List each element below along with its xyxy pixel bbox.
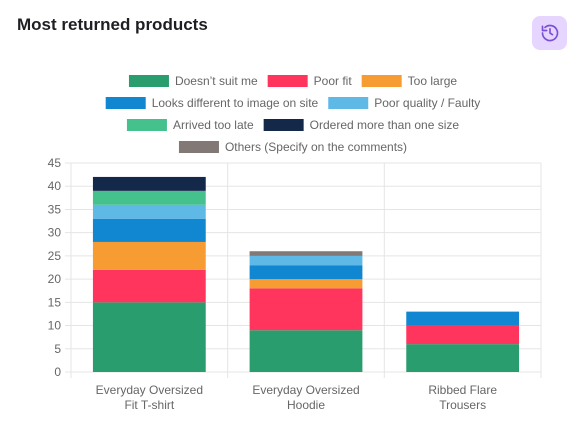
legend-label: Poor quality / Faulty <box>374 96 480 110</box>
legend-label: Ordered more than one size <box>310 118 460 132</box>
y-tick-label: 30 <box>48 226 62 240</box>
bar-segment[interactable] <box>92 176 206 191</box>
bar-segment[interactable] <box>406 311 520 326</box>
legend-label: Looks different to image on site <box>152 96 319 110</box>
legend-item[interactable]: Poor fit <box>267 74 353 88</box>
bar-segment[interactable] <box>92 302 206 372</box>
y-tick-label: 35 <box>48 202 62 216</box>
bar-segment[interactable] <box>249 255 363 266</box>
legend-label: Doesn’t suit me <box>175 74 258 88</box>
bar-segment[interactable] <box>92 218 206 242</box>
bar-segment[interactable] <box>249 330 363 372</box>
card-title: Most returned products <box>17 15 208 34</box>
legend-item[interactable]: Poor quality / Faulty <box>328 96 480 110</box>
bar-segment[interactable] <box>92 204 206 219</box>
legend-label: Others (Specify on the comments) <box>225 140 407 154</box>
legend-swatch <box>105 97 146 109</box>
history-button[interactable] <box>532 16 567 50</box>
legend-swatch <box>128 75 169 87</box>
legend-item[interactable]: Too large <box>361 74 458 88</box>
y-tick-label: 45 <box>48 156 62 170</box>
y-tick-label: 0 <box>54 365 61 379</box>
y-tick-label: 40 <box>48 179 62 193</box>
bar-segment[interactable] <box>406 344 520 372</box>
legend-item[interactable]: Ordered more than one size <box>263 118 460 132</box>
legend-item[interactable]: Looks different to image on site <box>105 96 319 110</box>
legend-item[interactable]: Others (Specify on the comments) <box>178 140 407 154</box>
legend-item[interactable]: Doesn’t suit me <box>128 74 258 88</box>
bar-segment[interactable] <box>92 190 206 205</box>
legend-item[interactable]: Arrived too late <box>126 118 254 132</box>
bar-segment[interactable] <box>249 265 363 280</box>
bar-segment[interactable] <box>249 251 363 256</box>
legend-swatch <box>263 119 304 131</box>
legend-swatch <box>328 97 369 109</box>
x-tick-label: Hoodie <box>287 398 325 412</box>
bar-segment[interactable] <box>249 288 363 331</box>
x-tick-label: Ribbed Flare <box>428 383 497 397</box>
history-icon <box>541 24 558 42</box>
bar-segment[interactable] <box>406 325 520 345</box>
y-tick-label: 15 <box>48 295 62 309</box>
bars <box>92 176 520 372</box>
y-tick-label: 10 <box>48 319 62 333</box>
legend-swatch <box>178 141 219 153</box>
x-tick-label: Everyday Oversized <box>96 383 203 397</box>
x-tick-label: Trousers <box>439 398 486 412</box>
x-tick-label: Everyday Oversized <box>252 383 359 397</box>
legend-label: Too large <box>408 74 458 88</box>
legend-swatch <box>267 75 308 87</box>
legend: Doesn’t suit me Poor fit Too large Looks di… <box>105 74 480 154</box>
y-tick-label: 5 <box>54 342 61 356</box>
x-tick-label: Fit T-shirt <box>124 398 174 412</box>
bar-segment[interactable] <box>249 279 363 289</box>
y-tick-label: 20 <box>48 272 62 286</box>
y-tick-label: 25 <box>48 249 62 263</box>
bar-segment[interactable] <box>92 269 206 303</box>
legend-swatch <box>126 119 167 131</box>
legend-label: Arrived too late <box>173 118 254 132</box>
legend-swatch <box>361 75 402 87</box>
legend-label: Poor fit <box>314 74 353 88</box>
bar-segment[interactable] <box>92 241 206 270</box>
